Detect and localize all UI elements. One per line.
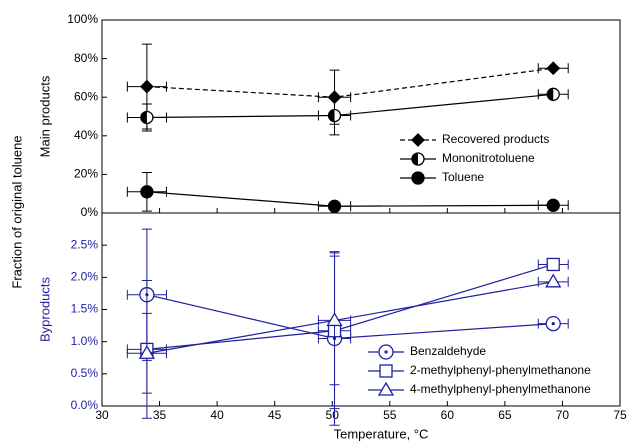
marker: [545, 273, 562, 288]
y-axis-label: Byproducts: [37, 276, 52, 342]
y-tick-label: 20%: [74, 167, 98, 181]
series-line: [146, 93, 554, 119]
marker: [140, 185, 154, 199]
y-tick-label: 100%: [67, 12, 98, 26]
series-line: [146, 294, 554, 340]
plot-frame: [101, 19, 621, 214]
x-tick-label: 45: [268, 408, 282, 422]
x-tick-label: 40: [210, 408, 224, 422]
legend-marker: [411, 152, 425, 166]
y-tick-label: 2.5%: [71, 237, 99, 251]
x-axis-label: Temperature, °C: [334, 426, 429, 441]
marker: [546, 198, 560, 212]
marker: [327, 108, 342, 123]
marker-half: [328, 109, 335, 122]
legend-marker: [411, 133, 425, 147]
marker: [138, 344, 156, 359]
legend-marker: [378, 344, 394, 360]
series-line: [146, 191, 554, 207]
y-tick-label: 40%: [74, 128, 98, 142]
series-line: [146, 263, 554, 350]
legend-label: 4-methylphenyl-phenylmethanone: [410, 382, 591, 396]
marker: [546, 61, 561, 76]
marker: [546, 87, 560, 101]
y-tick-label: 60%: [74, 89, 98, 103]
y-axis-label: Main products: [37, 75, 52, 157]
x-tick-label: 60: [441, 408, 455, 422]
marker: [326, 312, 343, 327]
legend-marker: [411, 171, 425, 185]
y-tick-label: 80%: [74, 51, 98, 65]
series-line: [146, 281, 554, 354]
y-tick-label: 1.5%: [71, 302, 99, 316]
marker: [139, 79, 154, 94]
y-tick-label: 0.0%: [71, 398, 99, 412]
x-tick-label: 35: [153, 408, 167, 422]
y-tick-label: 1.0%: [71, 334, 99, 348]
x-tick-label: 55: [383, 408, 397, 422]
x-tick-label: 70: [556, 408, 570, 422]
x-tick-label: 75: [613, 408, 627, 422]
legend-label: Benzaldehyde: [410, 344, 486, 358]
y-tick-label: 0%: [81, 205, 99, 219]
marker-half: [140, 111, 147, 124]
legend-label: Toluene: [442, 170, 484, 184]
legend-label: Mononitrotoluene: [442, 151, 535, 165]
common-y-label: Fraction of original toluene: [9, 135, 24, 288]
x-tick-label: 30: [95, 408, 109, 422]
y-tick-label: 2.0%: [71, 270, 99, 284]
marker: [545, 316, 561, 332]
marker-dot: [384, 350, 388, 354]
marker-half: [412, 153, 418, 165]
marker: [546, 257, 560, 272]
series-line: [146, 67, 554, 98]
x-tick-label: 65: [498, 408, 512, 422]
legend-label: Recovered products: [442, 132, 549, 146]
y-tick-label: 0.5%: [71, 366, 99, 380]
x-tick-label: 50: [326, 408, 340, 422]
legend-label: 2-methylphenyl-phenylmethanone: [410, 363, 591, 377]
legend-marker: [377, 381, 395, 396]
marker: [327, 199, 342, 213]
legend-marker: [379, 364, 393, 378]
marker-dot: [551, 322, 555, 326]
marker-half: [547, 88, 554, 101]
marker: [140, 110, 154, 125]
